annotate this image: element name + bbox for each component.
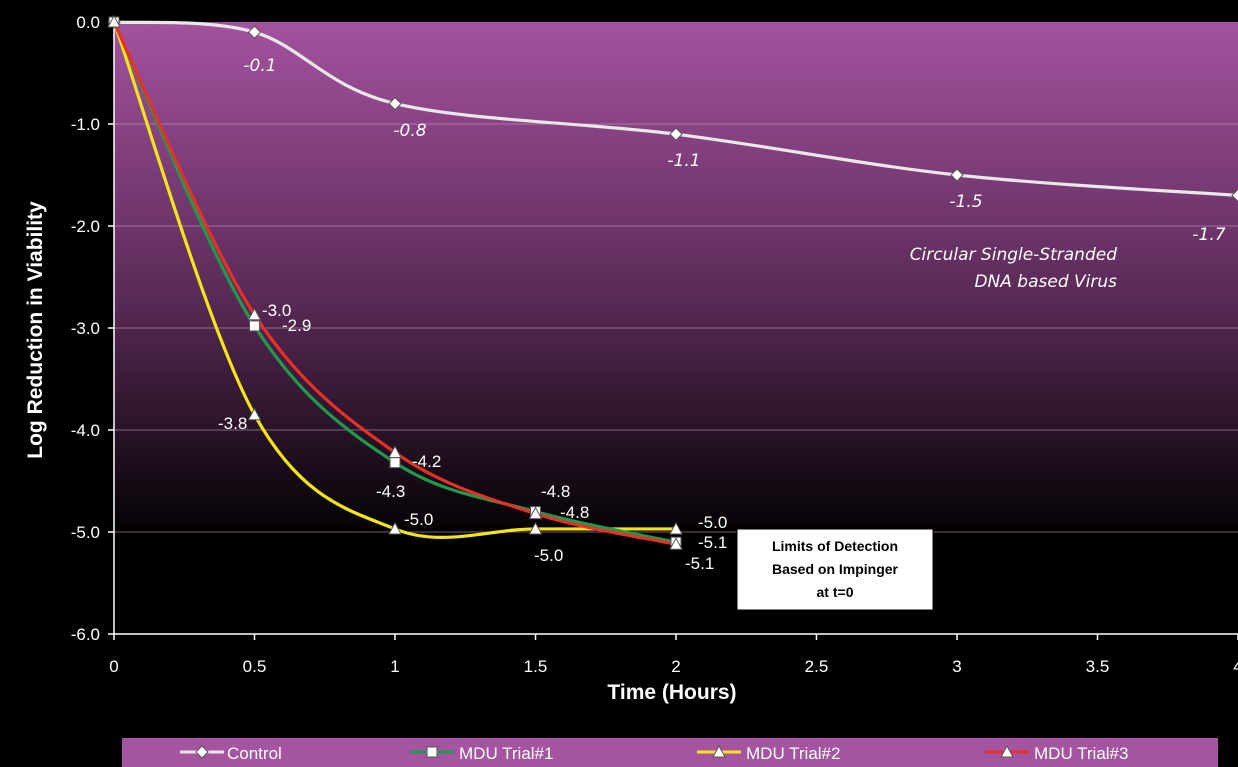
trial2-label-1: -5.0 xyxy=(404,510,433,529)
legend-trial3: MDU Trial#3 xyxy=(1034,744,1128,763)
x-tick-label: 4 xyxy=(1233,657,1238,676)
trial2-label-0.5: -3.8 xyxy=(218,414,247,433)
trial1-label-0.5: -2.9 xyxy=(282,316,311,335)
data-labels: -0.1 -0.8 -1.1 -1.5 -1.7 -3.0 -2.9 -3.8 … xyxy=(218,56,1226,573)
series-line-3 xyxy=(112,20,678,546)
series-3-marker xyxy=(528,506,543,520)
trial1-label-2: -5.1 xyxy=(685,554,714,573)
series-line-1 xyxy=(112,20,678,544)
grid-lines xyxy=(114,123,1238,533)
y-tick-label: -4.0 xyxy=(71,421,100,440)
series-line-2 xyxy=(112,20,678,539)
detection-box-line1: Limits of Detection xyxy=(772,538,898,554)
y-tick-label: -6.0 xyxy=(71,625,100,644)
control-label-2: -1.1 xyxy=(667,151,700,171)
series-0-marker xyxy=(950,168,964,182)
series-2-marker xyxy=(388,521,402,535)
y-axis-title: Log Reduction in Viability xyxy=(24,201,47,459)
series-3-marker xyxy=(669,537,683,550)
legend-key-marker xyxy=(426,746,438,758)
x-tick-label: 0 xyxy=(109,657,118,676)
detection-limit-box: Limits of Detection Based on Impinger at… xyxy=(736,528,934,611)
series-3-marker xyxy=(388,445,402,458)
series-1-marker xyxy=(249,320,260,332)
virus-annotation-line2: DNA based Virus xyxy=(974,272,1117,292)
tick-labels: 0.0 -1.0 -2.0 -3.0 -4.0 -5.0 -6.0 0 0.5 1 1.5 2 2.5 3… xyxy=(71,13,1238,676)
detection-box-line3: at t=0 xyxy=(817,584,854,600)
series-0-marker xyxy=(388,96,402,111)
series-3-marker xyxy=(247,307,262,321)
control-label-0.5: -0.1 xyxy=(243,56,276,76)
trial1-label-1.5: -4.8 xyxy=(560,503,589,522)
y-tick-label: -5.0 xyxy=(71,523,100,542)
series-markers xyxy=(107,14,1238,550)
y-tick-label: -2.0 xyxy=(71,217,100,236)
x-tick-label: 3 xyxy=(952,657,961,676)
legend-control: Control xyxy=(227,744,282,763)
legend-background xyxy=(122,738,1218,767)
x-tick-label: 2.5 xyxy=(805,657,829,676)
legend: Control MDU Trial#1 MDU Trial#2 MDU Tria… xyxy=(122,738,1218,767)
x-tick-label: 1.5 xyxy=(524,657,548,676)
series-2-marker xyxy=(669,521,683,535)
series-0-marker xyxy=(247,25,262,39)
series-3-marker xyxy=(107,14,121,28)
y-tick-label: -3.0 xyxy=(71,319,100,338)
trial2-label-1.5: -5.0 xyxy=(534,546,563,565)
series-2-marker xyxy=(247,407,262,421)
x-tick-label: 1 xyxy=(390,657,399,676)
legend-key-marker xyxy=(195,745,209,759)
control-label-1: -0.8 xyxy=(393,121,426,141)
control-label-3: -1.5 xyxy=(949,192,982,212)
trial3-label-2: -5.1 xyxy=(698,533,727,552)
x-tick-label: 3.5 xyxy=(1086,657,1110,676)
legend-trial1: MDU Trial#1 xyxy=(459,744,553,763)
legend-keys xyxy=(180,744,1029,759)
control-label-4: -1.7 xyxy=(1192,225,1225,245)
x-axis-title: Time (Hours) xyxy=(607,681,736,704)
trial3-label-0.5: -3.0 xyxy=(262,301,291,320)
y-tick-label: -1.0 xyxy=(71,115,100,134)
x-tick-label: 2 xyxy=(671,657,680,676)
trial2-label-2: -5.0 xyxy=(698,513,727,532)
x-tick-label: 0.5 xyxy=(243,657,267,676)
trial3-label-1.5: -4.8 xyxy=(541,482,570,501)
series-2-marker xyxy=(528,521,543,535)
series-1-marker xyxy=(389,457,401,469)
series-0-marker xyxy=(1231,188,1238,203)
y-tick-label: 0.0 xyxy=(76,13,100,32)
trial3-label-1: -4.2 xyxy=(412,452,441,471)
legend-key-marker xyxy=(1000,744,1014,758)
series-0-marker xyxy=(669,127,683,141)
legend-key-marker xyxy=(712,744,726,758)
trial1-label-1: -4.3 xyxy=(376,482,405,501)
detection-box-bg xyxy=(736,528,934,611)
virus-annotation-line1: Circular Single-Stranded xyxy=(910,245,1118,265)
detection-box-line2: Based on Impinger xyxy=(772,561,899,577)
legend-trial2: MDU Trial#2 xyxy=(746,744,840,763)
axes xyxy=(108,21,1238,640)
